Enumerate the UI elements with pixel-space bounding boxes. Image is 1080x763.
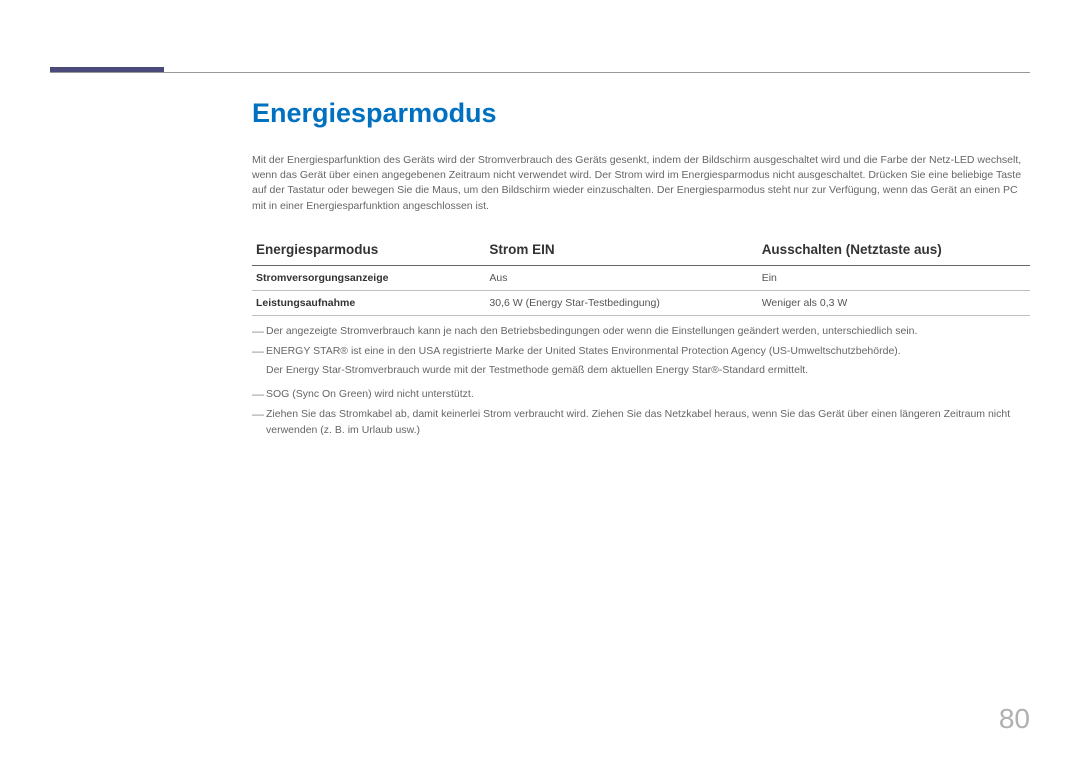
note-item: ― Ziehen Sie das Stromkabel ab, damit ke… xyxy=(252,407,1030,439)
cell-indicator-on: Aus xyxy=(485,265,757,290)
table-row: Leistungsaufnahme 30,6 W (Energy Star-Te… xyxy=(252,290,1030,315)
dash-icon: ― xyxy=(252,324,266,340)
cell-indicator-off: Ein xyxy=(758,265,1030,290)
dash-icon: ― xyxy=(252,387,266,403)
note-subtext: Der Energy Star-Stromverbrauch wurde mit… xyxy=(266,363,1030,379)
note-text: SOG (Sync On Green) wird nicht unterstüt… xyxy=(266,387,1030,403)
power-table: Energiesparmodus Strom EIN Ausschalten (… xyxy=(252,236,1030,316)
cell-power-off: Weniger als 0,3 W xyxy=(758,290,1030,315)
note-text: Der angezeigte Stromverbrauch kann je na… xyxy=(266,324,1030,340)
page-number: 80 xyxy=(999,703,1030,735)
note-item: ― SOG (Sync On Green) wird nicht unterst… xyxy=(252,387,1030,403)
top-rule xyxy=(50,72,1030,73)
table-header-row: Energiesparmodus Strom EIN Ausschalten (… xyxy=(252,236,1030,266)
row-label-power: Leistungsaufnahme xyxy=(252,290,485,315)
dash-icon: ― xyxy=(252,344,266,360)
note-item: ― ENERGY STAR® ist eine in den USA regis… xyxy=(252,344,1030,360)
dash-icon: ― xyxy=(252,407,266,423)
row-label-indicator: Stromversorgungsanzeige xyxy=(252,265,485,290)
content-area: Energiesparmodus Mit der Energiesparfunk… xyxy=(252,98,1030,442)
header-on: Strom EIN xyxy=(485,236,757,266)
notes-section: ― Der angezeigte Stromverbrauch kann je … xyxy=(252,324,1030,439)
note-text: ENERGY STAR® ist eine in den USA registr… xyxy=(266,344,1030,360)
intro-paragraph: Mit der Energiesparfunktion des Geräts w… xyxy=(252,153,1030,214)
header-mode: Energiesparmodus xyxy=(252,236,485,266)
note-item: ― Der angezeigte Stromverbrauch kann je … xyxy=(252,324,1030,340)
header-off: Ausschalten (Netztaste aus) xyxy=(758,236,1030,266)
note-text: Ziehen Sie das Stromkabel ab, damit kein… xyxy=(266,407,1030,439)
cell-power-on: 30,6 W (Energy Star-Testbedingung) xyxy=(485,290,757,315)
page-title: Energiesparmodus xyxy=(252,98,1030,129)
table-row: Stromversorgungsanzeige Aus Ein xyxy=(252,265,1030,290)
